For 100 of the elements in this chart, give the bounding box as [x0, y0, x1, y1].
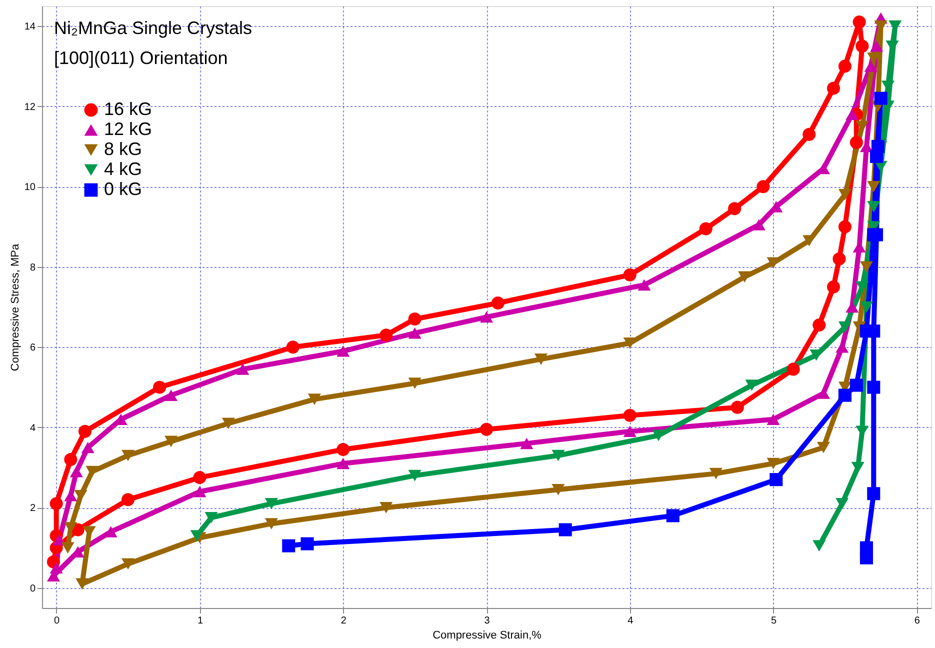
point: [812, 318, 826, 332]
point: [264, 498, 278, 510]
point: [870, 228, 884, 242]
point: [236, 364, 250, 375]
point: [408, 312, 422, 326]
point: [860, 261, 873, 273]
point: [534, 354, 548, 365]
point: [838, 220, 852, 234]
point: [838, 388, 852, 402]
point: [204, 512, 218, 524]
x-tick-label: 3: [484, 616, 490, 626]
point: [867, 180, 880, 192]
point: [816, 388, 830, 399]
point: [408, 327, 422, 339]
point: [164, 390, 178, 401]
point: [766, 458, 780, 470]
point: [190, 530, 204, 542]
point: [766, 414, 780, 426]
point: [286, 340, 300, 354]
point: [623, 268, 636, 282]
point: [480, 311, 494, 323]
x-tick-label: 4: [628, 616, 634, 626]
x-tick-label: 0: [54, 616, 60, 626]
point: [222, 418, 235, 430]
point: [867, 324, 880, 338]
point: [838, 321, 852, 333]
point: [864, 60, 878, 72]
point: [846, 108, 859, 120]
point: [838, 188, 852, 200]
point: [491, 296, 504, 310]
y-tick-label: 0: [30, 583, 36, 594]
point: [867, 380, 880, 394]
point: [70, 466, 83, 478]
y-tick-label: 14: [24, 22, 36, 33]
y-tick-label: 10: [24, 182, 36, 194]
point: [623, 426, 636, 438]
point: [76, 578, 89, 590]
point: [552, 450, 565, 462]
point: [164, 436, 178, 448]
point: [699, 222, 712, 236]
point: [300, 537, 314, 550]
legend-label: 8 kG: [104, 139, 142, 159]
y-tick-label: 6: [30, 342, 36, 354]
point: [408, 470, 422, 482]
point: [61, 542, 74, 554]
point: [336, 442, 350, 456]
y-tick-label: 4: [30, 422, 36, 434]
point: [860, 301, 873, 313]
legend-label: 4 kG: [104, 159, 142, 179]
point: [282, 539, 296, 552]
point: [756, 180, 770, 194]
legend-label: 12 kG: [104, 119, 152, 139]
point: [836, 498, 849, 510]
point: [623, 337, 636, 349]
point: [50, 562, 63, 574]
point: [122, 493, 135, 506]
point: [666, 509, 680, 522]
point: [832, 252, 846, 266]
point: [802, 235, 816, 246]
point: [730, 400, 744, 414]
point: [846, 301, 859, 313]
point: [64, 453, 78, 466]
point: [552, 484, 565, 496]
point: [122, 450, 135, 462]
legend-label: 0 kG: [104, 179, 142, 199]
legend-label: 16 kG: [104, 99, 152, 119]
point: [122, 558, 135, 570]
point: [816, 442, 830, 454]
point: [812, 540, 826, 552]
x-tick-label: 5: [770, 616, 777, 626]
point: [623, 408, 636, 422]
point: [850, 378, 863, 392]
point: [193, 471, 206, 484]
point: [867, 201, 880, 212]
point: [50, 497, 63, 510]
point: [852, 16, 866, 29]
point: [193, 486, 206, 498]
point: [856, 40, 869, 53]
point: [860, 551, 873, 564]
annotation: [100](011) Orientation: [54, 48, 228, 68]
point: [480, 422, 494, 436]
point: [78, 424, 92, 438]
x-tick-label: 6: [914, 616, 920, 626]
y-tick-label: 8: [30, 262, 36, 274]
point: [336, 346, 350, 357]
point: [408, 378, 422, 389]
point: [81, 442, 94, 454]
point: [153, 380, 166, 394]
x-axis-title: Compressive Strain,%: [432, 630, 542, 642]
point: [802, 128, 816, 141]
point: [850, 136, 863, 149]
point: [728, 202, 742, 216]
x-tick-label: 2: [340, 616, 347, 626]
point: [745, 380, 758, 391]
point: [264, 518, 278, 530]
point: [638, 279, 651, 291]
point: [336, 458, 350, 470]
y-axis-title: Compressive Stress, MPa: [9, 243, 22, 372]
point: [851, 462, 864, 474]
point: [867, 487, 880, 500]
